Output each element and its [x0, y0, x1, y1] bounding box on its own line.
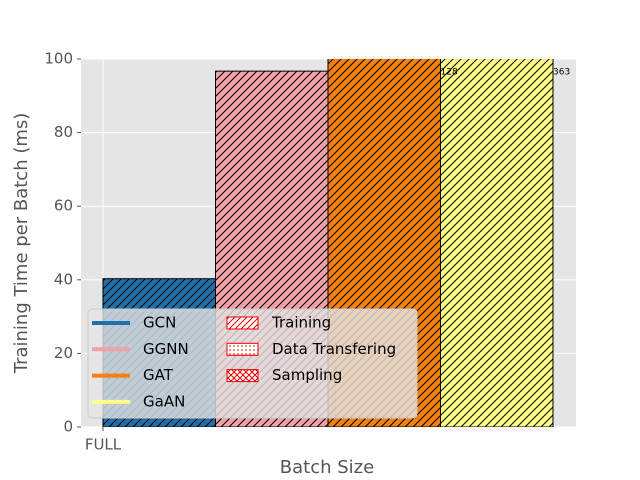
legend-box: [87, 308, 418, 419]
legend-label: Training: [271, 314, 331, 332]
legend-label: GAT: [143, 366, 174, 384]
legend-label: GCN: [143, 314, 176, 332]
x-tick-label: FULL: [85, 436, 122, 454]
legend-label: Data Transfering: [272, 340, 396, 358]
value-label: 128: [441, 68, 458, 78]
y-axis-label: Training Time per Batch (ms): [11, 113, 32, 375]
legend-patch: [226, 316, 259, 330]
value-label: 363: [553, 68, 570, 78]
legend-label: Sampling: [272, 366, 342, 384]
y-tick-label: 60: [54, 197, 73, 215]
bar: [440, 59, 554, 427]
y-tick-label: 40: [54, 270, 73, 288]
legend-label: GGNN: [143, 340, 189, 358]
legend-patch: [226, 369, 259, 383]
x-axis-label: Batch Size: [280, 457, 374, 478]
y-tick-label: 20: [54, 344, 73, 362]
y-tick-label: 80: [54, 123, 73, 141]
legend-label: GaAN: [143, 392, 185, 410]
legend-patch: [226, 342, 259, 356]
y-tick-label: 0: [63, 418, 73, 436]
y-tick-label: 100: [44, 50, 73, 68]
